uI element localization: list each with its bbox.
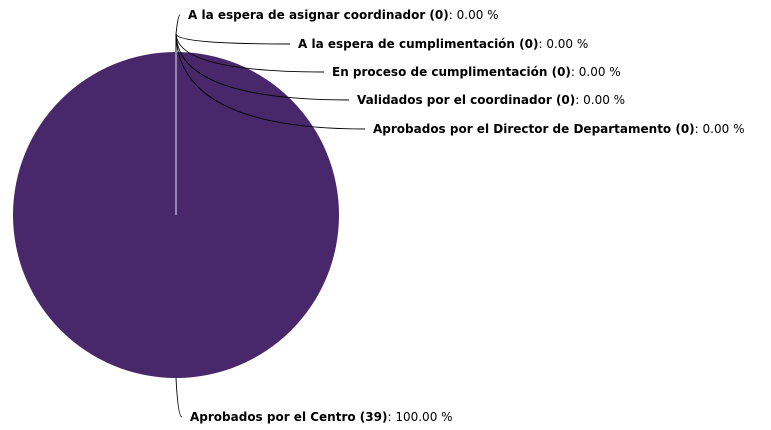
slice-value: : 0.00 % <box>571 65 621 79</box>
slice-label: A la espera de asignar coordinador (0): … <box>188 8 499 22</box>
slice-label: Aprobados por el Director de Departament… <box>373 122 744 136</box>
leader-line <box>175 33 325 73</box>
slice-value: : 0.00 % <box>449 8 499 22</box>
slice-label: En proceso de cumplimentación (0): 0.00 … <box>332 65 621 79</box>
slice-label: Validados por el coordinador (0): 0.00 % <box>357 93 625 107</box>
slice-label: Aprobados por el Centro (39): 100.00 % <box>190 410 453 424</box>
slice-name: Aprobados por el Director de Departament… <box>373 122 695 136</box>
slice-value: : 100.00 % <box>387 410 452 424</box>
leader-line <box>175 33 291 52</box>
slice-name: A la espera de asignar coordinador (0) <box>188 8 449 22</box>
slice-value: : 0.00 % <box>695 122 745 136</box>
slice-name: Aprobados por el Centro (39) <box>190 410 387 424</box>
slice-value: : 0.00 % <box>538 37 588 51</box>
slice-value: : 0.00 % <box>575 93 625 107</box>
slice-name: Validados por el coordinador (0) <box>357 93 575 107</box>
leader-line <box>175 33 366 130</box>
leader-line <box>175 377 183 418</box>
slice-name: A la espera de cumplimentación (0) <box>298 37 538 51</box>
slice-name: En proceso de cumplimentación (0) <box>332 65 571 79</box>
slice-label: A la espera de cumplimentación (0): 0.00… <box>298 37 588 51</box>
